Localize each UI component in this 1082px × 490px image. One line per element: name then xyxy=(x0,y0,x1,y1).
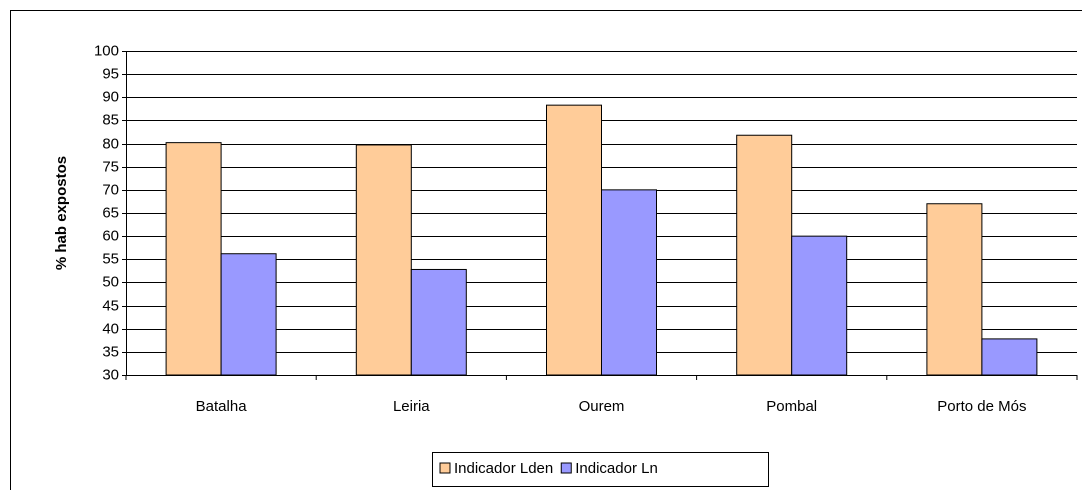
y-tick-label: 85 xyxy=(102,111,119,128)
legend-swatch xyxy=(439,462,451,474)
y-tick-label: 55 xyxy=(102,250,119,267)
bar xyxy=(165,142,222,376)
y-tick-label: 100 xyxy=(94,42,119,59)
y-tick-label: 60 xyxy=(102,227,119,244)
legend-label: Indicador Lden xyxy=(454,460,553,477)
y-tick-label: 70 xyxy=(102,181,119,198)
bar xyxy=(601,189,657,376)
x-tick-label: Leiria xyxy=(393,398,430,415)
bar xyxy=(410,268,467,376)
bar xyxy=(736,134,793,376)
y-tick-label: 40 xyxy=(102,320,119,337)
y-tick-label: 80 xyxy=(102,135,119,152)
y-tick-label: 45 xyxy=(102,297,119,314)
y-axis-label: % hab expostos xyxy=(53,156,70,270)
bar xyxy=(791,235,848,376)
y-tick-label: 90 xyxy=(102,88,119,105)
legend-swatch xyxy=(560,462,572,474)
y-tick-label: 35 xyxy=(102,343,119,360)
bar xyxy=(546,104,602,376)
y-tick-label: 30 xyxy=(102,366,119,383)
x-tick-label: Batalha xyxy=(196,398,248,415)
legend-label: Indicador Ln xyxy=(575,460,658,477)
bar xyxy=(220,253,277,376)
y-tick-label: 65 xyxy=(102,204,119,221)
legend-box xyxy=(432,452,769,487)
x-tick-label: Pombal xyxy=(766,398,817,415)
x-tick-label: Ourem xyxy=(579,398,625,415)
bar xyxy=(981,338,1038,376)
y-tick-label: 75 xyxy=(102,158,119,175)
y-tick-label: 95 xyxy=(102,65,119,82)
y-tick-label: 50 xyxy=(102,273,119,290)
bar xyxy=(355,144,412,376)
bar xyxy=(926,203,983,376)
x-tick-label: Porto de Mós xyxy=(937,398,1026,415)
